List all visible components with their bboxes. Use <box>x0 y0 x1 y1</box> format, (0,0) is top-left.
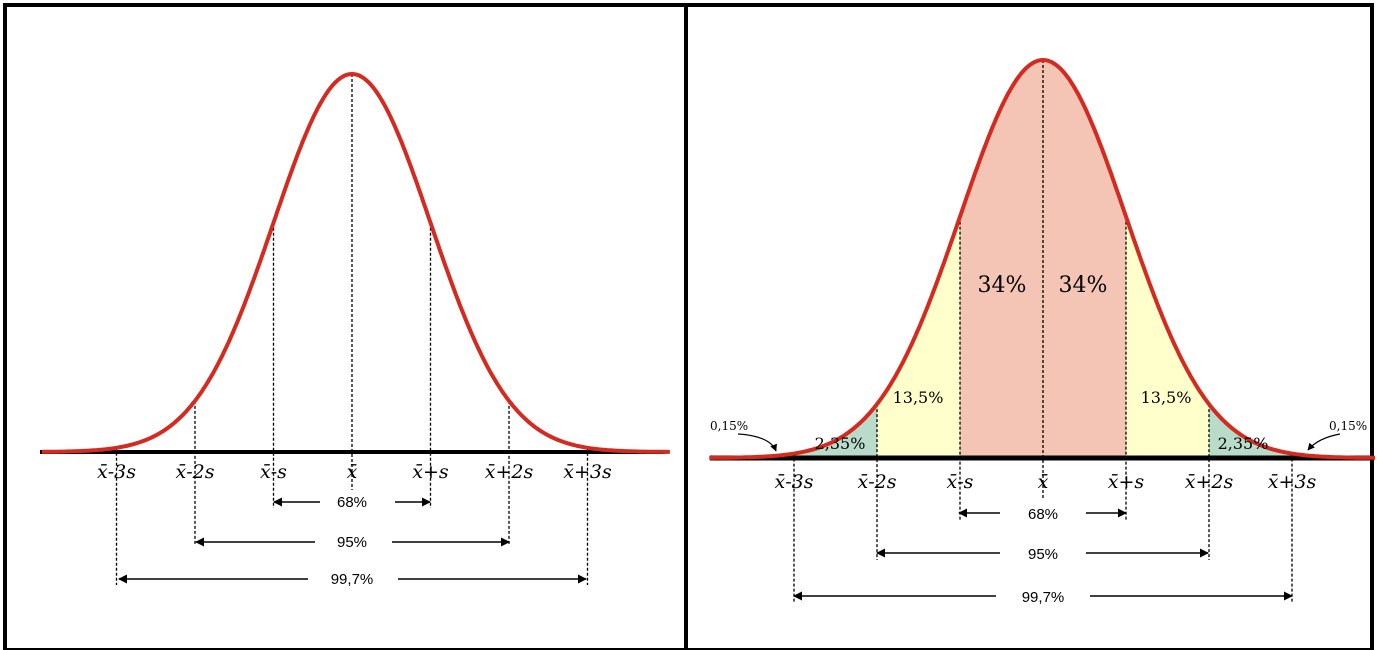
left-bell-curve <box>41 72 670 454</box>
right-range-95-label: 95% <box>1028 546 1058 563</box>
left-tick-label-minus-s: x̄-s <box>260 461 287 483</box>
tail-right-arrow <box>1307 433 1341 451</box>
tail-left-arrow <box>737 433 777 452</box>
right-tick-label-minus-3s: x̄-3s <box>775 471 814 493</box>
left-range-95-label: 95% <box>337 534 367 551</box>
region-label-center-right: 34% <box>1059 273 1108 298</box>
right-tick-label-mean: x̄ <box>1038 471 1049 493</box>
outer-frame <box>3 3 1374 650</box>
right-range-997-label: 99,7% <box>1022 589 1065 606</box>
region-label-mid-left: 13,5% <box>893 388 944 407</box>
left-tick-label-plus-2s: x̄+2s <box>485 461 534 483</box>
region-label-tail-right: 0,15% <box>1329 419 1367 433</box>
left-tick-label-plus-3s: x̄+3s <box>563 461 612 483</box>
left-sigma-lines <box>115 74 589 585</box>
right-tick-label-minus-2s: x̄-2s <box>858 471 897 493</box>
left-tick-label-mean: x̄ <box>347 461 358 483</box>
right-tick-label-minus-s: x̄-s <box>947 471 974 493</box>
right-range-68-label: 68% <box>1028 506 1058 523</box>
region-label-center-left: 34% <box>978 273 1027 298</box>
region-label-tail-left: 0,15% <box>710 419 748 433</box>
right-tick-label-plus-s: x̄+s <box>1108 471 1145 493</box>
region-label-far-left: 2,35% <box>815 434 866 453</box>
left-tick-label-plus-s: x̄+s <box>412 461 449 483</box>
region-label-mid-right: 13,5% <box>1141 388 1192 407</box>
region-center <box>960 60 1126 458</box>
region-far-right <box>1209 404 1292 458</box>
right-tick-label-plus-2s: x̄+2s <box>1185 471 1234 493</box>
left-tick-label-minus-3s: x̄-3s <box>97 461 136 483</box>
left-range-68-label: 68% <box>337 494 367 511</box>
region-far-left <box>794 404 877 458</box>
region-label-far-right: 2,35% <box>1218 434 1269 453</box>
left-panel: x̄-3s x̄-2s x̄-s x̄ x̄+s x̄+2s x̄+3s 68% 95% 9… <box>40 72 670 588</box>
right-tick-labels: x̄-3s x̄-2s x̄-s x̄ x̄+s x̄+2s x̄+3s <box>775 471 1317 493</box>
right-sigma-lines <box>793 60 1293 602</box>
left-tick-label-minus-2s: x̄-2s <box>176 461 215 483</box>
right-panel: x̄-3s x̄-2s x̄-s x̄ x̄+s x̄+2s x̄+3s 34% 34% 1… <box>709 57 1375 606</box>
right-tick-label-plus-3s: x̄+3s <box>1268 471 1317 493</box>
left-tick-labels: x̄-3s x̄-2s x̄-s x̄ x̄+s x̄+2s x̄+3s <box>97 461 612 483</box>
right-region-fills <box>709 60 1375 458</box>
left-range-997-label: 99,7% <box>331 571 374 588</box>
right-bell-curve <box>709 57 1375 460</box>
